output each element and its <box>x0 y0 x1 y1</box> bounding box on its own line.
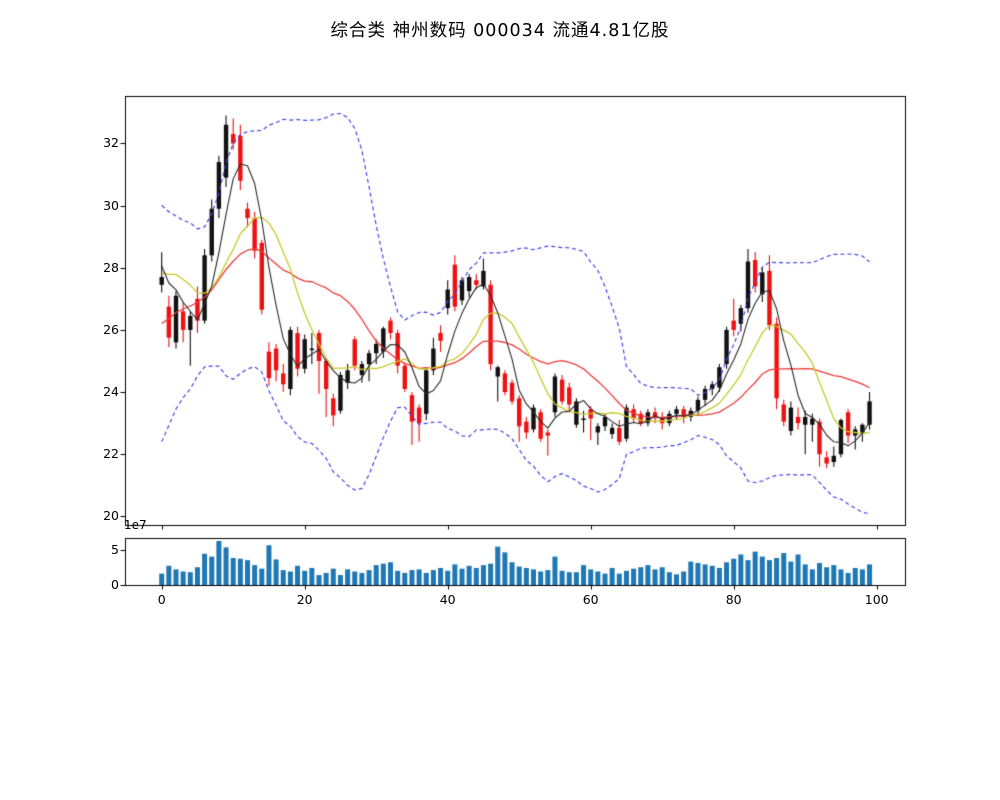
axis-tick-label: 0 <box>111 577 119 592</box>
axis-tick-label: 5 <box>111 541 119 557</box>
volume-axis-exponent-label: 1e7 <box>124 518 147 532</box>
axis-tick-label: 80 <box>725 592 742 607</box>
axis-tick-label: 20 <box>103 508 119 524</box>
axis-tick-label: 100 <box>864 592 889 607</box>
axis-tick-label: 20 <box>296 592 313 607</box>
axis-tick-label: 24 <box>103 384 119 400</box>
axis-tick-label: 32 <box>103 135 119 151</box>
axis-tick-label: 30 <box>103 197 119 213</box>
axis-tick-label: 60 <box>582 592 599 607</box>
axis-tick-label: 0 <box>157 592 166 607</box>
axis-tick-label: 28 <box>103 259 119 275</box>
axis-tick-label: 26 <box>103 321 119 337</box>
axis-tick-label: 22 <box>103 446 119 462</box>
axis-tick-label: 40 <box>439 592 456 607</box>
